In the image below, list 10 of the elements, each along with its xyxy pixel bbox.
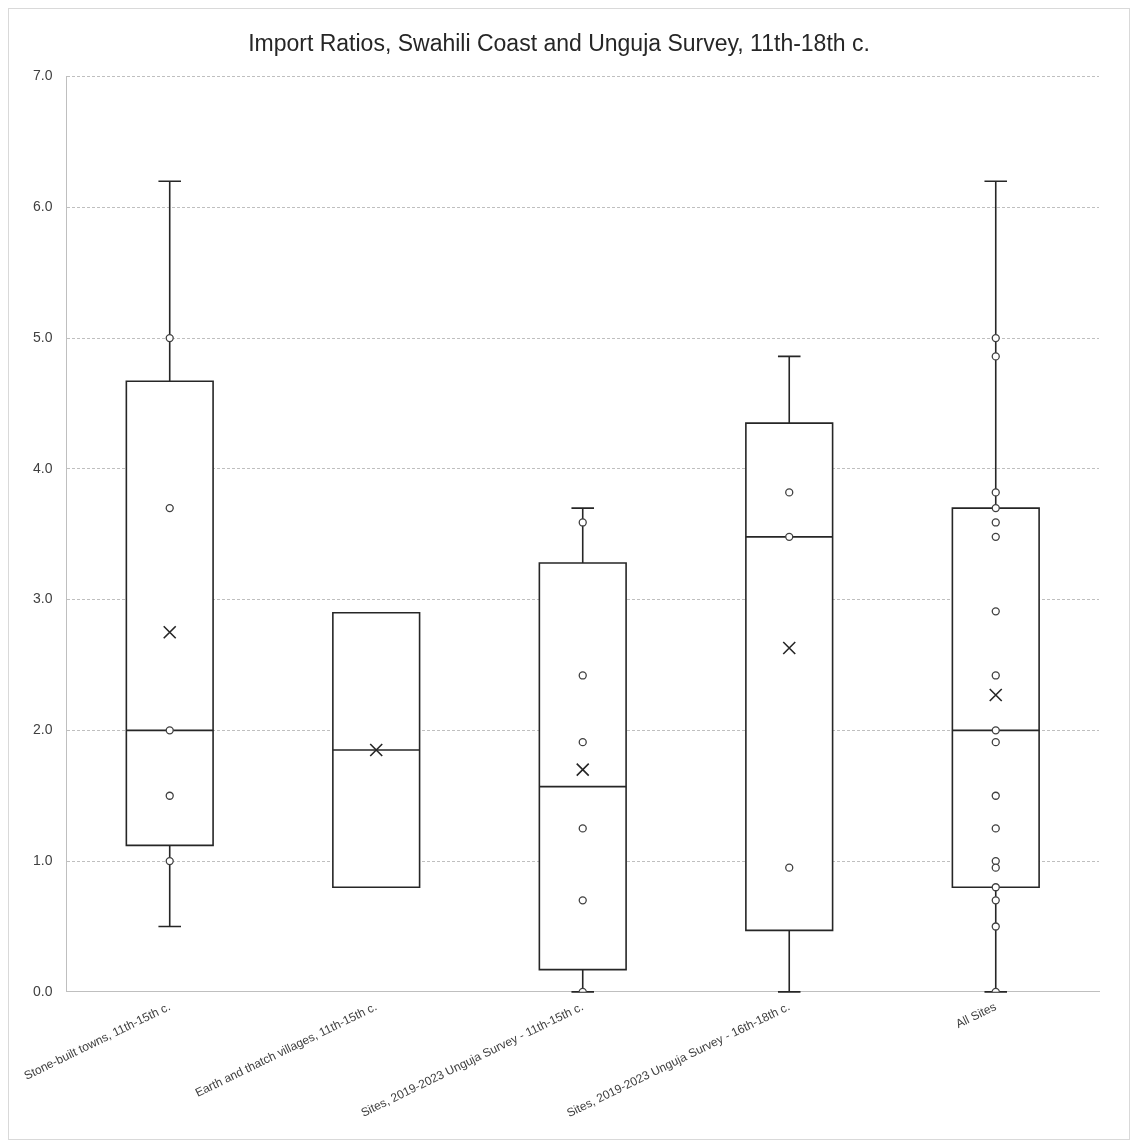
y-tick-label: 1.0 xyxy=(32,851,53,868)
y-tick-label: 5.0 xyxy=(32,328,53,345)
y-tick-label: 3.0 xyxy=(32,590,53,607)
y-tick-label: 7.0 xyxy=(32,67,53,84)
y-tick-label: 0.0 xyxy=(32,982,53,999)
y-tick-label: 6.0 xyxy=(32,198,53,215)
chart-title: Import Ratios, Swahili Coast and Unguja Survey, 11th-18th c. xyxy=(248,30,870,57)
x-tick-label: All Sites xyxy=(953,999,999,1031)
y-tick-label: 4.0 xyxy=(32,459,53,476)
y-tick-label: 2.0 xyxy=(32,721,53,738)
